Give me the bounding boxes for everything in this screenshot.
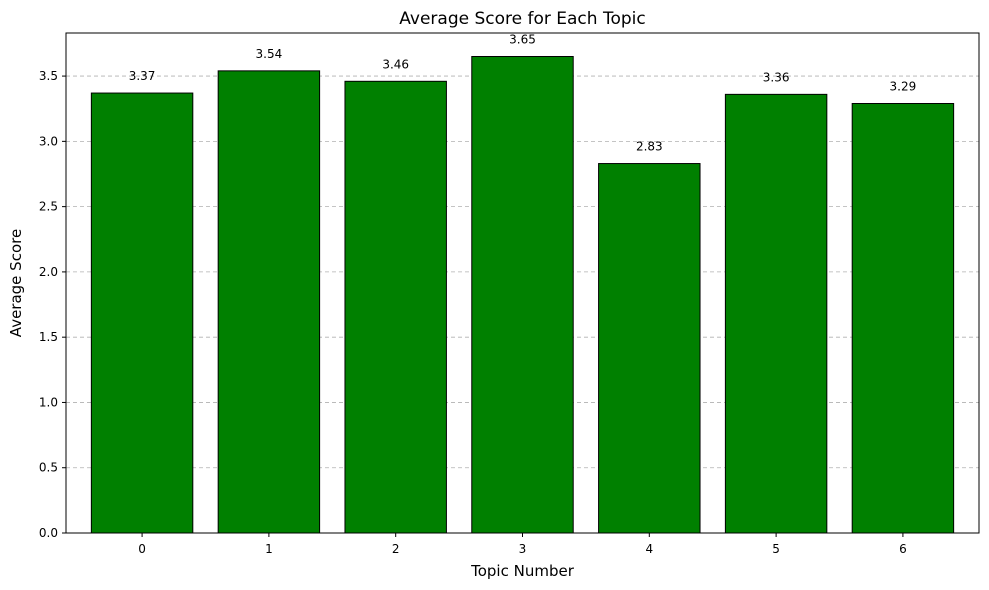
x-tick-label: 0 xyxy=(138,542,146,556)
bar-topic-1 xyxy=(217,70,321,534)
bar-topic-0 xyxy=(90,92,194,534)
chart-title: Average Score for Each Topic xyxy=(399,9,645,29)
y-axis-label: Average Score xyxy=(7,229,25,337)
y-tick-label: 3.5 xyxy=(39,69,58,83)
data-label: 3.36 xyxy=(763,70,790,84)
data-label: 3.29 xyxy=(890,79,917,93)
x-tick-label: 6 xyxy=(899,542,907,556)
data-label: 2.83 xyxy=(636,140,663,154)
x-tick-label: 4 xyxy=(645,542,653,556)
x-tick-label: 1 xyxy=(265,542,273,556)
data-label: 3.37 xyxy=(129,69,156,83)
y-tick-label: 1.5 xyxy=(39,330,58,344)
y-tick-label: 0.0 xyxy=(39,526,58,540)
x-tick-label: 5 xyxy=(772,542,780,556)
data-label: 3.46 xyxy=(382,57,409,71)
data-labels: 3.37 3.54 3.46 3.65 2.83 3.36 3.29 xyxy=(129,32,917,153)
bars xyxy=(90,55,955,534)
x-axis-ticks: 0 1 2 3 4 5 6 xyxy=(138,533,907,556)
y-tick-label: 3.0 xyxy=(39,134,58,148)
x-axis-label: Topic Number xyxy=(470,562,575,580)
bar-topic-5 xyxy=(724,93,828,534)
data-label: 3.65 xyxy=(509,32,536,46)
bar-topic-6 xyxy=(851,102,955,534)
y-tick-label: 2.5 xyxy=(39,200,58,214)
bar-topic-3 xyxy=(471,55,574,534)
y-tick-label: 2.0 xyxy=(39,265,58,279)
bar-topic-2 xyxy=(344,80,447,534)
x-tick-label: 3 xyxy=(519,542,527,556)
data-label: 3.54 xyxy=(256,47,283,61)
bar-topic-4 xyxy=(598,163,701,534)
x-tick-label: 2 xyxy=(392,542,400,556)
y-tick-label: 0.5 xyxy=(39,461,58,475)
y-axis-ticks: 0.0 0.5 1.0 1.5 2.0 2.5 3.0 3.5 xyxy=(39,69,66,540)
y-tick-label: 1.0 xyxy=(39,395,58,409)
